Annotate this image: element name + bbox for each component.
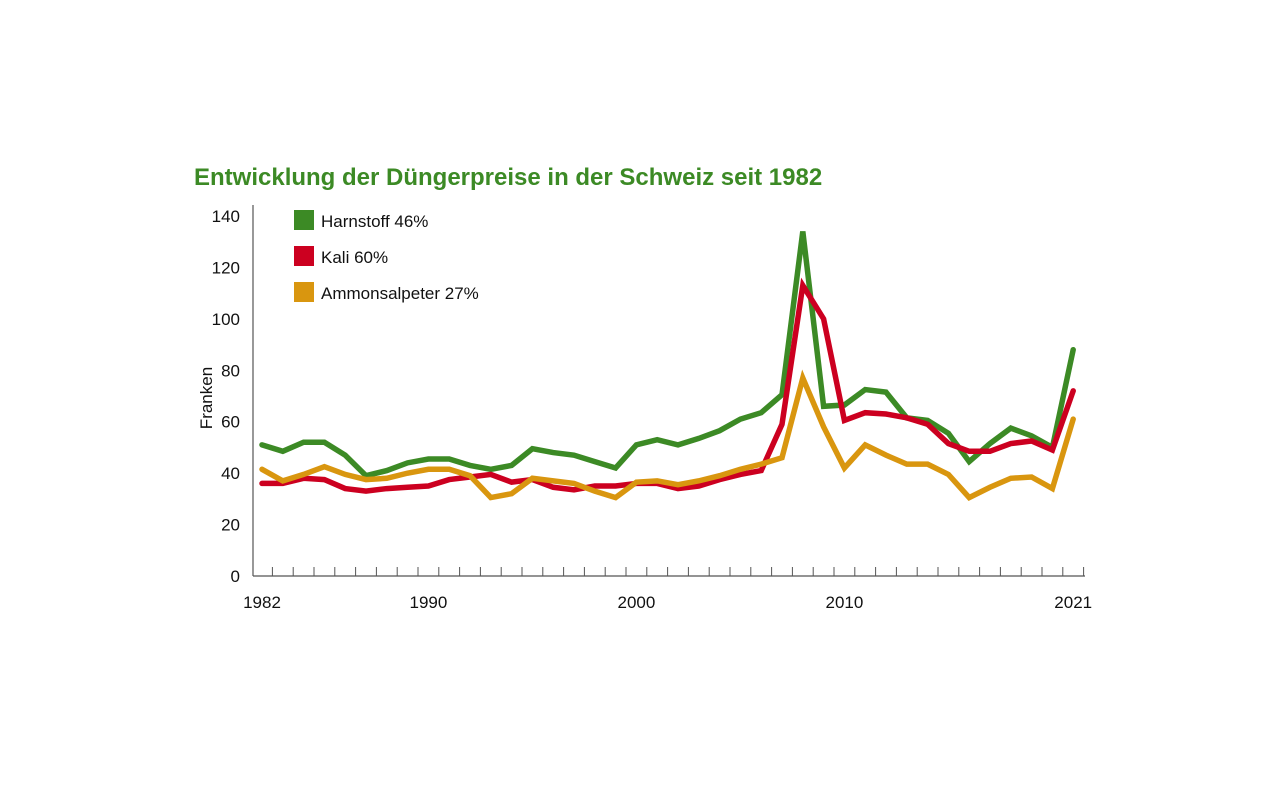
legend-swatch bbox=[294, 282, 314, 302]
legend-label: Harnstoff 46% bbox=[321, 212, 428, 231]
y-tick-label: 20 bbox=[221, 516, 240, 535]
y-tick-label: 0 bbox=[231, 567, 240, 586]
legend-swatch bbox=[294, 210, 314, 230]
legend-label: Kali 60% bbox=[321, 248, 388, 267]
x-tick-label: 2000 bbox=[617, 593, 655, 612]
x-tick-label: 2021 bbox=[1054, 593, 1092, 612]
axes: 0 20 40 60 80 100 120 140 1982 1990 2000 2010 2021 bbox=[212, 205, 1092, 612]
x-tick-label: 1982 bbox=[243, 593, 281, 612]
legend-swatch bbox=[294, 246, 314, 266]
chart-title: Entwicklung der Düngerpreise in der Schw… bbox=[194, 164, 823, 191]
series-line-ammonsalpeter bbox=[259, 369, 1076, 501]
y-tick-label: 60 bbox=[221, 413, 240, 432]
x-tick-label: 1990 bbox=[409, 593, 447, 612]
x-tick-label: 2010 bbox=[825, 593, 863, 612]
y-axis-label: Franken bbox=[197, 367, 216, 429]
y-tick-label: 40 bbox=[221, 464, 240, 483]
y-tick-label: 120 bbox=[212, 258, 240, 277]
legend: Harnstoff 46% Kali 60% Ammonsalpeter 27% bbox=[294, 210, 479, 303]
y-tick-label: 140 bbox=[212, 207, 240, 226]
series-lines bbox=[259, 231, 1076, 501]
legend-label: Ammonsalpeter 27% bbox=[321, 284, 479, 303]
y-tick-label: 100 bbox=[212, 310, 240, 329]
series-line-kali bbox=[259, 277, 1076, 494]
y-tick-label: 80 bbox=[221, 361, 240, 380]
series-line-harnstoff bbox=[259, 231, 1076, 479]
